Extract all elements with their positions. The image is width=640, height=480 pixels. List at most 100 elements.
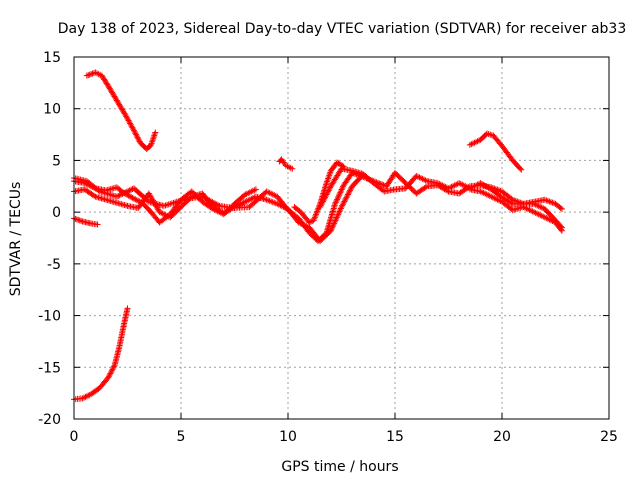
data-point	[335, 193, 342, 200]
data-point	[130, 195, 137, 202]
data-point	[422, 184, 429, 191]
data-point	[108, 367, 115, 374]
data-point	[129, 194, 136, 201]
data-point	[135, 137, 142, 144]
data-point	[339, 185, 346, 192]
series-arc-ten	[276, 156, 296, 172]
data-point	[518, 166, 525, 173]
y-tick-label: -20	[38, 412, 61, 428]
x-tick-label: 5	[177, 429, 186, 445]
x-tick-label: 10	[279, 429, 297, 445]
data-point	[126, 187, 133, 194]
data-point	[252, 186, 259, 193]
data-point	[558, 206, 565, 213]
data-point	[341, 198, 348, 205]
y-tick-labels: 15 10 5 0 -5 -10 -15 -20	[38, 50, 61, 428]
data-point	[106, 371, 113, 378]
y-tick-label: -15	[38, 360, 61, 376]
data-point	[342, 195, 349, 202]
data-point	[345, 190, 352, 197]
data-point	[215, 202, 222, 209]
data-point	[347, 186, 354, 193]
data-point	[85, 392, 92, 399]
data-point	[335, 211, 342, 218]
data-point	[134, 134, 141, 141]
series-band-e	[466, 186, 565, 234]
data-point	[339, 201, 346, 208]
data-point	[340, 163, 347, 170]
data-point	[83, 393, 90, 400]
data-point	[113, 193, 120, 200]
data-point	[338, 203, 345, 210]
data-point	[152, 129, 159, 136]
data-point	[340, 199, 347, 206]
data-point	[338, 186, 345, 193]
data-point	[289, 165, 296, 172]
data-point	[334, 196, 341, 203]
x-tick-labels: 0 5 10 15 20 25	[70, 429, 618, 445]
data-point	[82, 393, 89, 400]
data-point	[343, 194, 350, 201]
data-point	[79, 395, 86, 402]
data-point	[88, 71, 95, 78]
plot-frame	[73, 56, 610, 420]
data-point	[336, 190, 343, 197]
data-point	[558, 226, 565, 233]
data-point	[338, 187, 345, 194]
data-point	[333, 215, 340, 222]
data-point	[336, 208, 343, 215]
data-point	[76, 217, 83, 224]
data-point	[379, 181, 386, 188]
axis-ticks	[73, 56, 610, 420]
data-point	[342, 197, 349, 204]
data-point	[336, 192, 343, 199]
data-point	[110, 363, 117, 370]
series-arc-mid	[291, 159, 347, 226]
series-arc-low	[71, 305, 131, 403]
data-point	[130, 126, 137, 133]
data-point	[328, 226, 335, 233]
data-point	[133, 132, 140, 139]
y-tick-label: -5	[47, 257, 61, 273]
series-arc-late	[466, 130, 525, 173]
data-point	[85, 72, 92, 79]
x-tick-label: 0	[70, 429, 79, 445]
data-point	[347, 187, 354, 194]
y-tick-label: -10	[38, 309, 61, 325]
x-tick-label: 15	[386, 429, 404, 445]
data-point	[558, 227, 565, 234]
data-point	[335, 209, 342, 216]
y-tick-label: 10	[43, 102, 61, 118]
data-point	[108, 369, 115, 376]
data-point	[333, 198, 340, 205]
series-arc-short	[71, 215, 101, 228]
x-axis-label: GPS time / hours	[281, 459, 398, 475]
data-point	[346, 188, 353, 195]
grid	[74, 57, 609, 419]
data-point	[135, 197, 142, 204]
data-point	[91, 192, 98, 199]
series-layer	[71, 69, 565, 403]
data-point	[135, 135, 142, 142]
data-point	[133, 197, 140, 204]
data-point	[116, 192, 123, 199]
data-point	[306, 219, 313, 226]
data-point	[120, 190, 127, 197]
data-point	[508, 200, 515, 207]
series-arc-high	[83, 69, 159, 153]
data-point	[337, 189, 344, 196]
data-point	[557, 205, 564, 212]
data-point	[122, 189, 129, 196]
data-point	[517, 165, 524, 172]
data-point	[132, 130, 139, 137]
data-point	[333, 214, 340, 221]
data-point	[119, 190, 126, 197]
data-point	[332, 200, 339, 207]
data-point	[332, 199, 339, 206]
data-point	[109, 366, 116, 373]
data-point	[72, 215, 79, 222]
data-point	[86, 71, 93, 78]
data-point	[130, 127, 137, 134]
data-point	[133, 131, 140, 138]
